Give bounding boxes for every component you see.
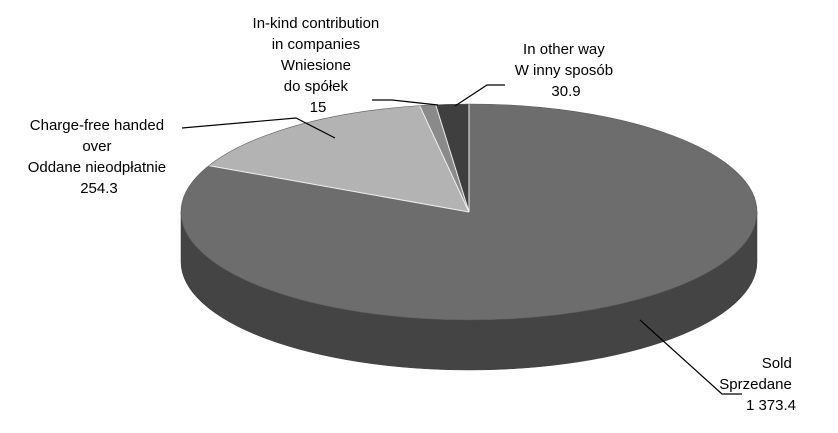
label-sold: Sold Sprzedane 1 373.4	[719, 355, 796, 414]
slice-separator	[419, 105, 470, 213]
pie-slice-charge_free	[208, 105, 469, 212]
pie-edge-lines	[180, 103, 758, 321]
label-charge-free: Charge-free handed over Oddane nieodpłat…	[28, 117, 171, 197]
slice-separator	[208, 165, 470, 213]
leader-line-in_kind	[372, 99, 439, 106]
leader-line-other	[454, 84, 505, 107]
pie-top-outline	[180, 103, 758, 321]
leader-lines	[181, 84, 742, 395]
label-other: In other way W inny sposób 30.9	[515, 41, 618, 100]
leader-line-sold	[639, 319, 742, 395]
slice-separator	[435, 104, 470, 213]
label-in-kind: In-kind contribution in companies Wniesi…	[253, 15, 384, 116]
leader-line-charge_free	[181, 117, 336, 139]
